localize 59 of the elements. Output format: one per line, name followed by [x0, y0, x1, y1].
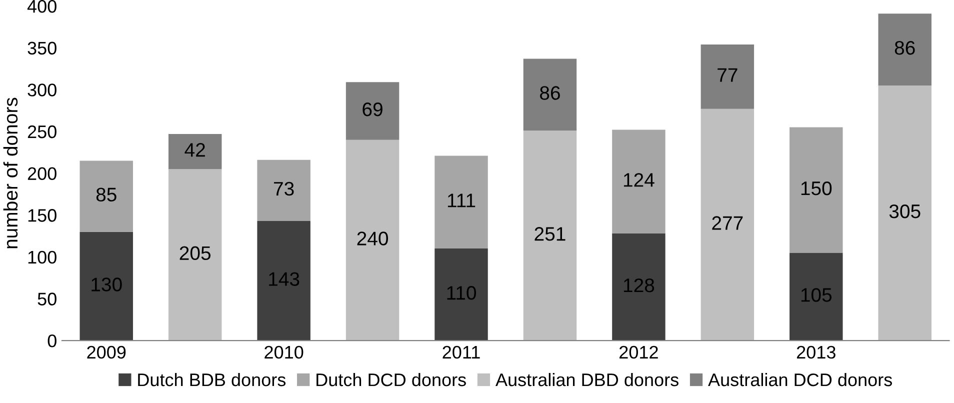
x-tick-label: 2009: [87, 346, 126, 359]
x-tick-label: 2013: [796, 346, 836, 359]
data-label: 69: [362, 102, 382, 116]
data-label: 150: [801, 181, 832, 196]
x-tick-label: 2011: [442, 346, 480, 359]
data-label: 305: [889, 204, 920, 218]
y-tick-label: 150: [28, 209, 56, 222]
bar: [790, 127, 843, 253]
y-tick-label: 250: [28, 125, 56, 138]
data-label: 128: [624, 278, 654, 292]
bar: [257, 160, 310, 221]
bar: [80, 160, 133, 232]
data-label: 277: [712, 216, 743, 230]
data-label: 105: [801, 288, 832, 302]
y-tick-label: 0: [48, 334, 56, 348]
bar: [346, 82, 400, 140]
data-label: 251: [534, 227, 566, 241]
data-label: 111: [448, 194, 476, 208]
y-tick-label: 300: [28, 84, 56, 96]
bar: [523, 58, 577, 131]
y-tick-label: 200: [28, 167, 56, 180]
data-label: 85: [96, 188, 116, 202]
bar: [168, 169, 222, 341]
data-label: 110: [447, 286, 476, 300]
bar: [257, 220, 310, 341]
bar: [346, 140, 400, 341]
x-tick-label: 2012: [620, 346, 658, 359]
legend-label: Australian DCD donors: [708, 372, 892, 386]
data-label: 205: [180, 246, 210, 260]
bar: [612, 234, 666, 341]
y-tick-label: 400: [27, 0, 56, 13]
x-tick-label: 2010: [264, 346, 304, 359]
data-label: 86: [894, 40, 915, 55]
bar: [878, 14, 932, 86]
bar: [434, 248, 488, 341]
bar: [700, 44, 754, 109]
legend-label: Dutch DCD donors: [316, 372, 466, 386]
data-label: 124: [624, 173, 654, 187]
bar: [168, 134, 222, 170]
data-label: 143: [269, 272, 300, 286]
bar: [434, 156, 488, 249]
legend-label: Australian DBD donors: [496, 372, 678, 386]
bar: [878, 85, 932, 341]
bar: [523, 130, 577, 341]
bar: [700, 108, 754, 341]
bar: [612, 130, 666, 234]
data-label: 73: [274, 182, 294, 196]
y-tick-label: 350: [28, 42, 56, 55]
y-tick-label: 50: [38, 292, 56, 306]
data-label: 240: [357, 232, 388, 246]
bar: [80, 232, 133, 341]
data-label: 86: [540, 86, 560, 100]
y-tick-label: 100: [28, 250, 56, 264]
data-label: 77: [718, 68, 738, 82]
legend-label: Dutch BDB donors: [138, 372, 286, 386]
data-label: 130: [92, 278, 122, 292]
bar: [790, 252, 843, 341]
data-label: 42: [184, 143, 205, 157]
y-axis-title: number of donors: [3, 98, 18, 248]
